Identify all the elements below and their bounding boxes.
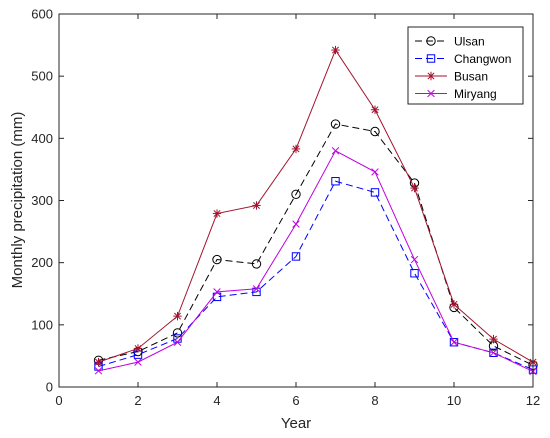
legend-item-busan: Busan (415, 70, 488, 84)
legend-label-miryang: Miryang (454, 87, 497, 101)
data-point-busan (173, 311, 182, 321)
marker-stroke (450, 300, 458, 308)
data-point-miryang (410, 255, 419, 264)
x-tick-label: 0 (55, 393, 62, 408)
y-tick-label: 0 (46, 380, 53, 395)
data-point-ulsan (251, 259, 262, 269)
legend-marker-changwon (426, 54, 436, 63)
series-changwon (94, 177, 538, 374)
data-point-miryang (331, 147, 340, 155)
legend-item-changwon: Changwon (415, 52, 511, 66)
legend-marker-miryang (427, 89, 435, 98)
data-point-busan (212, 209, 222, 218)
data-point-changwon (370, 188, 380, 197)
data-point-ulsan (291, 189, 301, 199)
marker-stroke (213, 288, 221, 296)
marker-stroke (213, 210, 221, 218)
legend-item-miryang: Miryang (415, 87, 497, 101)
marker-stroke (371, 168, 379, 176)
marker-stroke (134, 358, 142, 366)
y-tick-label: 300 (31, 193, 53, 208)
marker-stroke (252, 285, 261, 293)
marker-stroke (173, 338, 182, 346)
marker-stroke (94, 358, 103, 366)
data-point-miryang (213, 288, 221, 296)
data-point-ulsan (212, 254, 222, 265)
data-point-changwon (331, 177, 340, 186)
legend-items: Ulsan Changwon Busan Miryang (415, 35, 511, 101)
marker-stroke (134, 344, 142, 352)
data-point-busan (489, 334, 498, 344)
marker-stroke (252, 201, 261, 209)
marker-stroke (94, 367, 103, 375)
marker-stroke (450, 338, 458, 346)
legend-item-ulsan: Ulsan (415, 35, 485, 49)
data-point-miryang (252, 285, 261, 293)
marker-stroke (489, 349, 498, 357)
legend-label-changwon: Changwon (454, 52, 511, 66)
marker-stroke (292, 220, 300, 228)
data-point-busan (94, 357, 103, 367)
marker-stroke (371, 106, 379, 114)
x-tick-label: 4 (213, 393, 220, 408)
data-point-miryang (489, 349, 498, 357)
legend-marker-busan (426, 71, 436, 81)
marker-stroke (410, 255, 419, 264)
y-tick-label: 400 (31, 131, 53, 146)
x-tick-label: 12 (526, 393, 540, 408)
marker-stroke (410, 184, 419, 192)
data-point-miryang (94, 367, 103, 375)
x-tick-label: 6 (292, 393, 299, 408)
data-point-ulsan (172, 328, 183, 338)
y-tick-label: 600 (31, 7, 53, 22)
legend-marker-ulsan (426, 36, 436, 46)
marker-stroke (173, 312, 182, 320)
marker-stroke (331, 46, 340, 54)
marker-stroke (331, 147, 340, 155)
marker-stroke (427, 89, 435, 98)
marker-stroke (427, 72, 435, 80)
data-point-miryang (292, 220, 300, 228)
data-point-ulsan (370, 126, 380, 137)
data-point-changwon (410, 269, 419, 278)
x-tick-label: 10 (447, 393, 461, 408)
data-point-changwon (449, 338, 459, 347)
data-point-miryang (134, 358, 142, 366)
data-point-busan (410, 183, 419, 193)
data-point-ulsan (330, 119, 341, 129)
series-layer (93, 45, 538, 376)
series-line-busan (98, 48, 534, 363)
x-tick-label: 2 (134, 393, 141, 408)
ticks-layer: 0 2 4 6 8 10 12 0 100 200 300 400 500 600 (31, 7, 540, 409)
data-point-busan (291, 144, 301, 154)
y-tick-label: 500 (31, 69, 53, 84)
series-line-changwon (98, 180, 534, 371)
legend-label-ulsan: Ulsan (454, 35, 485, 49)
legend: Ulsan Changwon Busan Miryang (407, 26, 524, 105)
series-busan (94, 45, 538, 367)
legend-label-busan: Busan (454, 70, 488, 84)
data-point-busan (449, 300, 459, 309)
data-point-busan (370, 105, 380, 114)
data-point-changwon (489, 348, 498, 358)
data-point-busan (252, 201, 261, 210)
data-point-busan (133, 344, 143, 353)
x-tick-label: 8 (371, 393, 378, 408)
series-line-miryang (98, 150, 534, 372)
x-axis-label: Year (281, 415, 311, 432)
series-miryang (94, 147, 537, 376)
data-point-changwon (291, 252, 301, 261)
data-point-miryang (173, 338, 182, 346)
marker-stroke (489, 335, 498, 343)
y-tick-label: 200 (31, 255, 53, 270)
y-tick-label: 100 (31, 317, 53, 332)
marker-stroke (292, 145, 300, 153)
data-point-busan (331, 45, 340, 55)
data-point-miryang (371, 168, 379, 176)
y-axis-label: Monthly precipitation (mm) (9, 112, 26, 289)
data-point-miryang (450, 338, 458, 346)
